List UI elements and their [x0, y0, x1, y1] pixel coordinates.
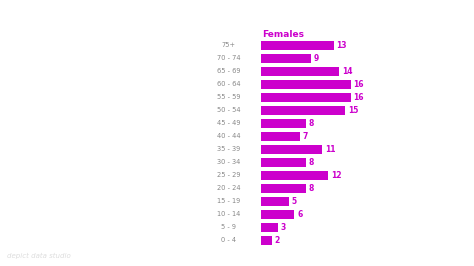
Text: 2: 2: [275, 236, 280, 245]
Text: depict data studio: depict data studio: [7, 253, 71, 259]
Bar: [261, 171, 328, 180]
Bar: [261, 93, 350, 102]
Text: 15: 15: [348, 106, 358, 115]
Bar: [261, 236, 272, 245]
Bar: [261, 67, 339, 76]
Bar: [261, 184, 306, 193]
Text: 9: 9: [314, 53, 319, 63]
Bar: [261, 158, 306, 167]
Text: 45 - 49: 45 - 49: [217, 120, 240, 126]
Bar: [261, 119, 306, 128]
Text: 16: 16: [353, 80, 364, 89]
Text: 8: 8: [309, 158, 314, 167]
Text: 75+: 75+: [222, 42, 236, 48]
Text: 13: 13: [337, 41, 347, 49]
Text: 70 - 74: 70 - 74: [217, 55, 240, 61]
Text: 5 - 9: 5 - 9: [221, 224, 236, 230]
Text: 55 - 59: 55 - 59: [217, 94, 240, 100]
Text: 12: 12: [331, 171, 341, 180]
Text: New Diagnoses by Age and Sex: New Diagnoses by Age and Sex: [7, 12, 276, 27]
Bar: [261, 41, 334, 49]
Text: 30 - 34: 30 - 34: [217, 159, 240, 165]
Bar: [261, 54, 311, 63]
Text: 6: 6: [297, 210, 302, 219]
Text: 65 - 69: 65 - 69: [217, 68, 240, 74]
Bar: [261, 132, 300, 141]
Text: 10 - 14: 10 - 14: [217, 211, 240, 217]
Text: 14: 14: [342, 66, 353, 76]
Text: 5: 5: [292, 197, 297, 206]
Text: Females: Females: [262, 30, 304, 39]
Text: 40 - 44: 40 - 44: [217, 133, 240, 139]
Text: 3: 3: [280, 223, 286, 232]
Text: 7: 7: [303, 132, 308, 141]
Text: 60 - 64: 60 - 64: [217, 81, 240, 87]
Bar: [261, 197, 289, 206]
Text: 15 - 19: 15 - 19: [217, 198, 240, 204]
Bar: [261, 145, 322, 154]
Text: 8: 8: [309, 184, 314, 193]
Bar: [261, 106, 345, 115]
Bar: [261, 223, 278, 232]
Bar: [261, 80, 350, 89]
Text: 0 - 4: 0 - 4: [221, 237, 236, 243]
Text: 20 - 24: 20 - 24: [217, 185, 240, 191]
Text: 50 - 54: 50 - 54: [217, 107, 240, 113]
Text: 8: 8: [309, 119, 314, 128]
Text: 25 - 29: 25 - 29: [217, 172, 240, 178]
Text: 11: 11: [325, 145, 336, 154]
Bar: [261, 210, 294, 219]
Text: 16: 16: [353, 93, 364, 102]
Text: 35 - 39: 35 - 39: [217, 146, 240, 152]
